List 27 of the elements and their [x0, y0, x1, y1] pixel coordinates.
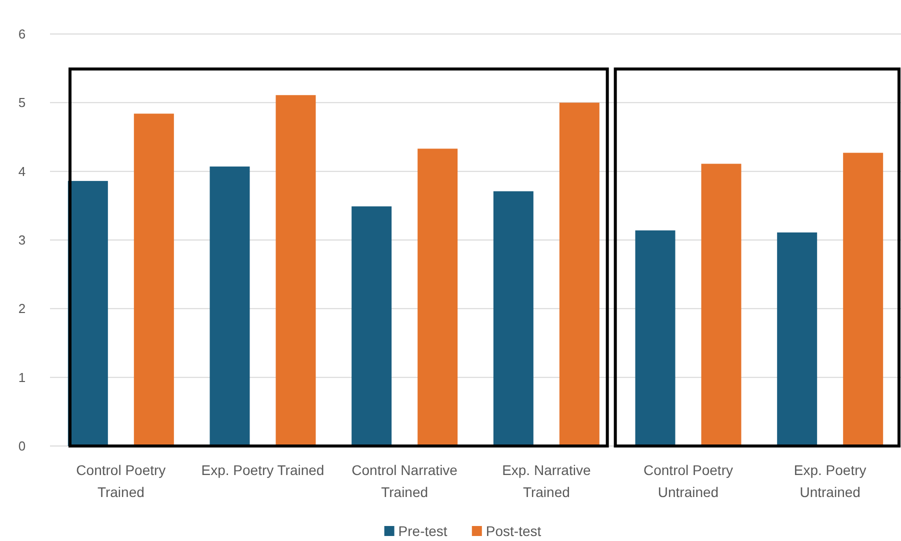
y-tick-label: 4: [18, 164, 26, 179]
y-tick-label: 0: [18, 438, 26, 454]
bar: [493, 191, 534, 446]
x-tick-label: Control Poetry Trained: [76, 462, 166, 500]
bar: [68, 180, 108, 446]
x-tick-label: Exp. Poetry Trained: [201, 462, 324, 478]
x-tick-label: Control Poetry Untrained: [644, 462, 733, 500]
bar: [701, 164, 742, 446]
bar: [352, 206, 392, 446]
x-tick-label: Control Narrative Trained: [352, 462, 458, 500]
bar: [134, 114, 174, 446]
bar: [210, 166, 250, 446]
x-tick-label: Exp. Poetry Untrained: [794, 462, 866, 500]
legend-label: Post-test: [486, 523, 542, 539]
bar: [559, 102, 600, 446]
bar: [635, 230, 676, 446]
bar: [418, 148, 458, 446]
y-tick-label: 2: [18, 301, 26, 316]
y-tick-label: 6: [18, 26, 26, 42]
x-tick-label: Exp. Narrative Trained: [502, 462, 591, 500]
y-tick-label: 5: [18, 95, 26, 110]
bar: [843, 152, 884, 446]
bar: [777, 232, 818, 446]
y-tick-label: 1: [18, 370, 26, 385]
y-tick-label: 3: [18, 232, 26, 248]
bar: [276, 95, 316, 446]
legend-label: Pre-test: [398, 523, 448, 539]
